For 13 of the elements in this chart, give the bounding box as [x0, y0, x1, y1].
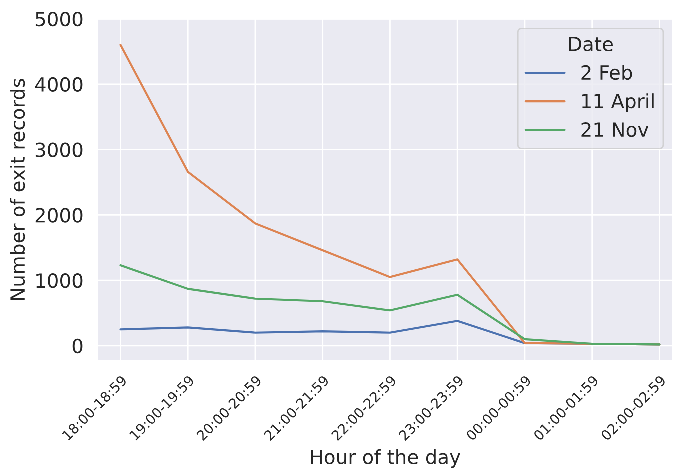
- legend-label: 2 Feb: [582, 65, 632, 80]
- y-axis-title: Number of exit records: [10, 79, 26, 300]
- legend-title: Date: [569, 37, 613, 52]
- legend-label: 21 Nov: [582, 122, 649, 138]
- x-axis-title: Hour of the day: [311, 449, 460, 468]
- y-tick-label: 2000: [36, 208, 83, 223]
- y-tick-label: 3000: [36, 142, 83, 158]
- y-tick-label: 4000: [35, 77, 83, 92]
- line-series: [120, 264, 661, 346]
- legend-label: 11 April: [582, 94, 654, 112]
- y-tick-label: 1000: [36, 274, 83, 288]
- y-tick-label: 0: [72, 338, 83, 354]
- y-tick-label: 5000: [36, 12, 83, 27]
